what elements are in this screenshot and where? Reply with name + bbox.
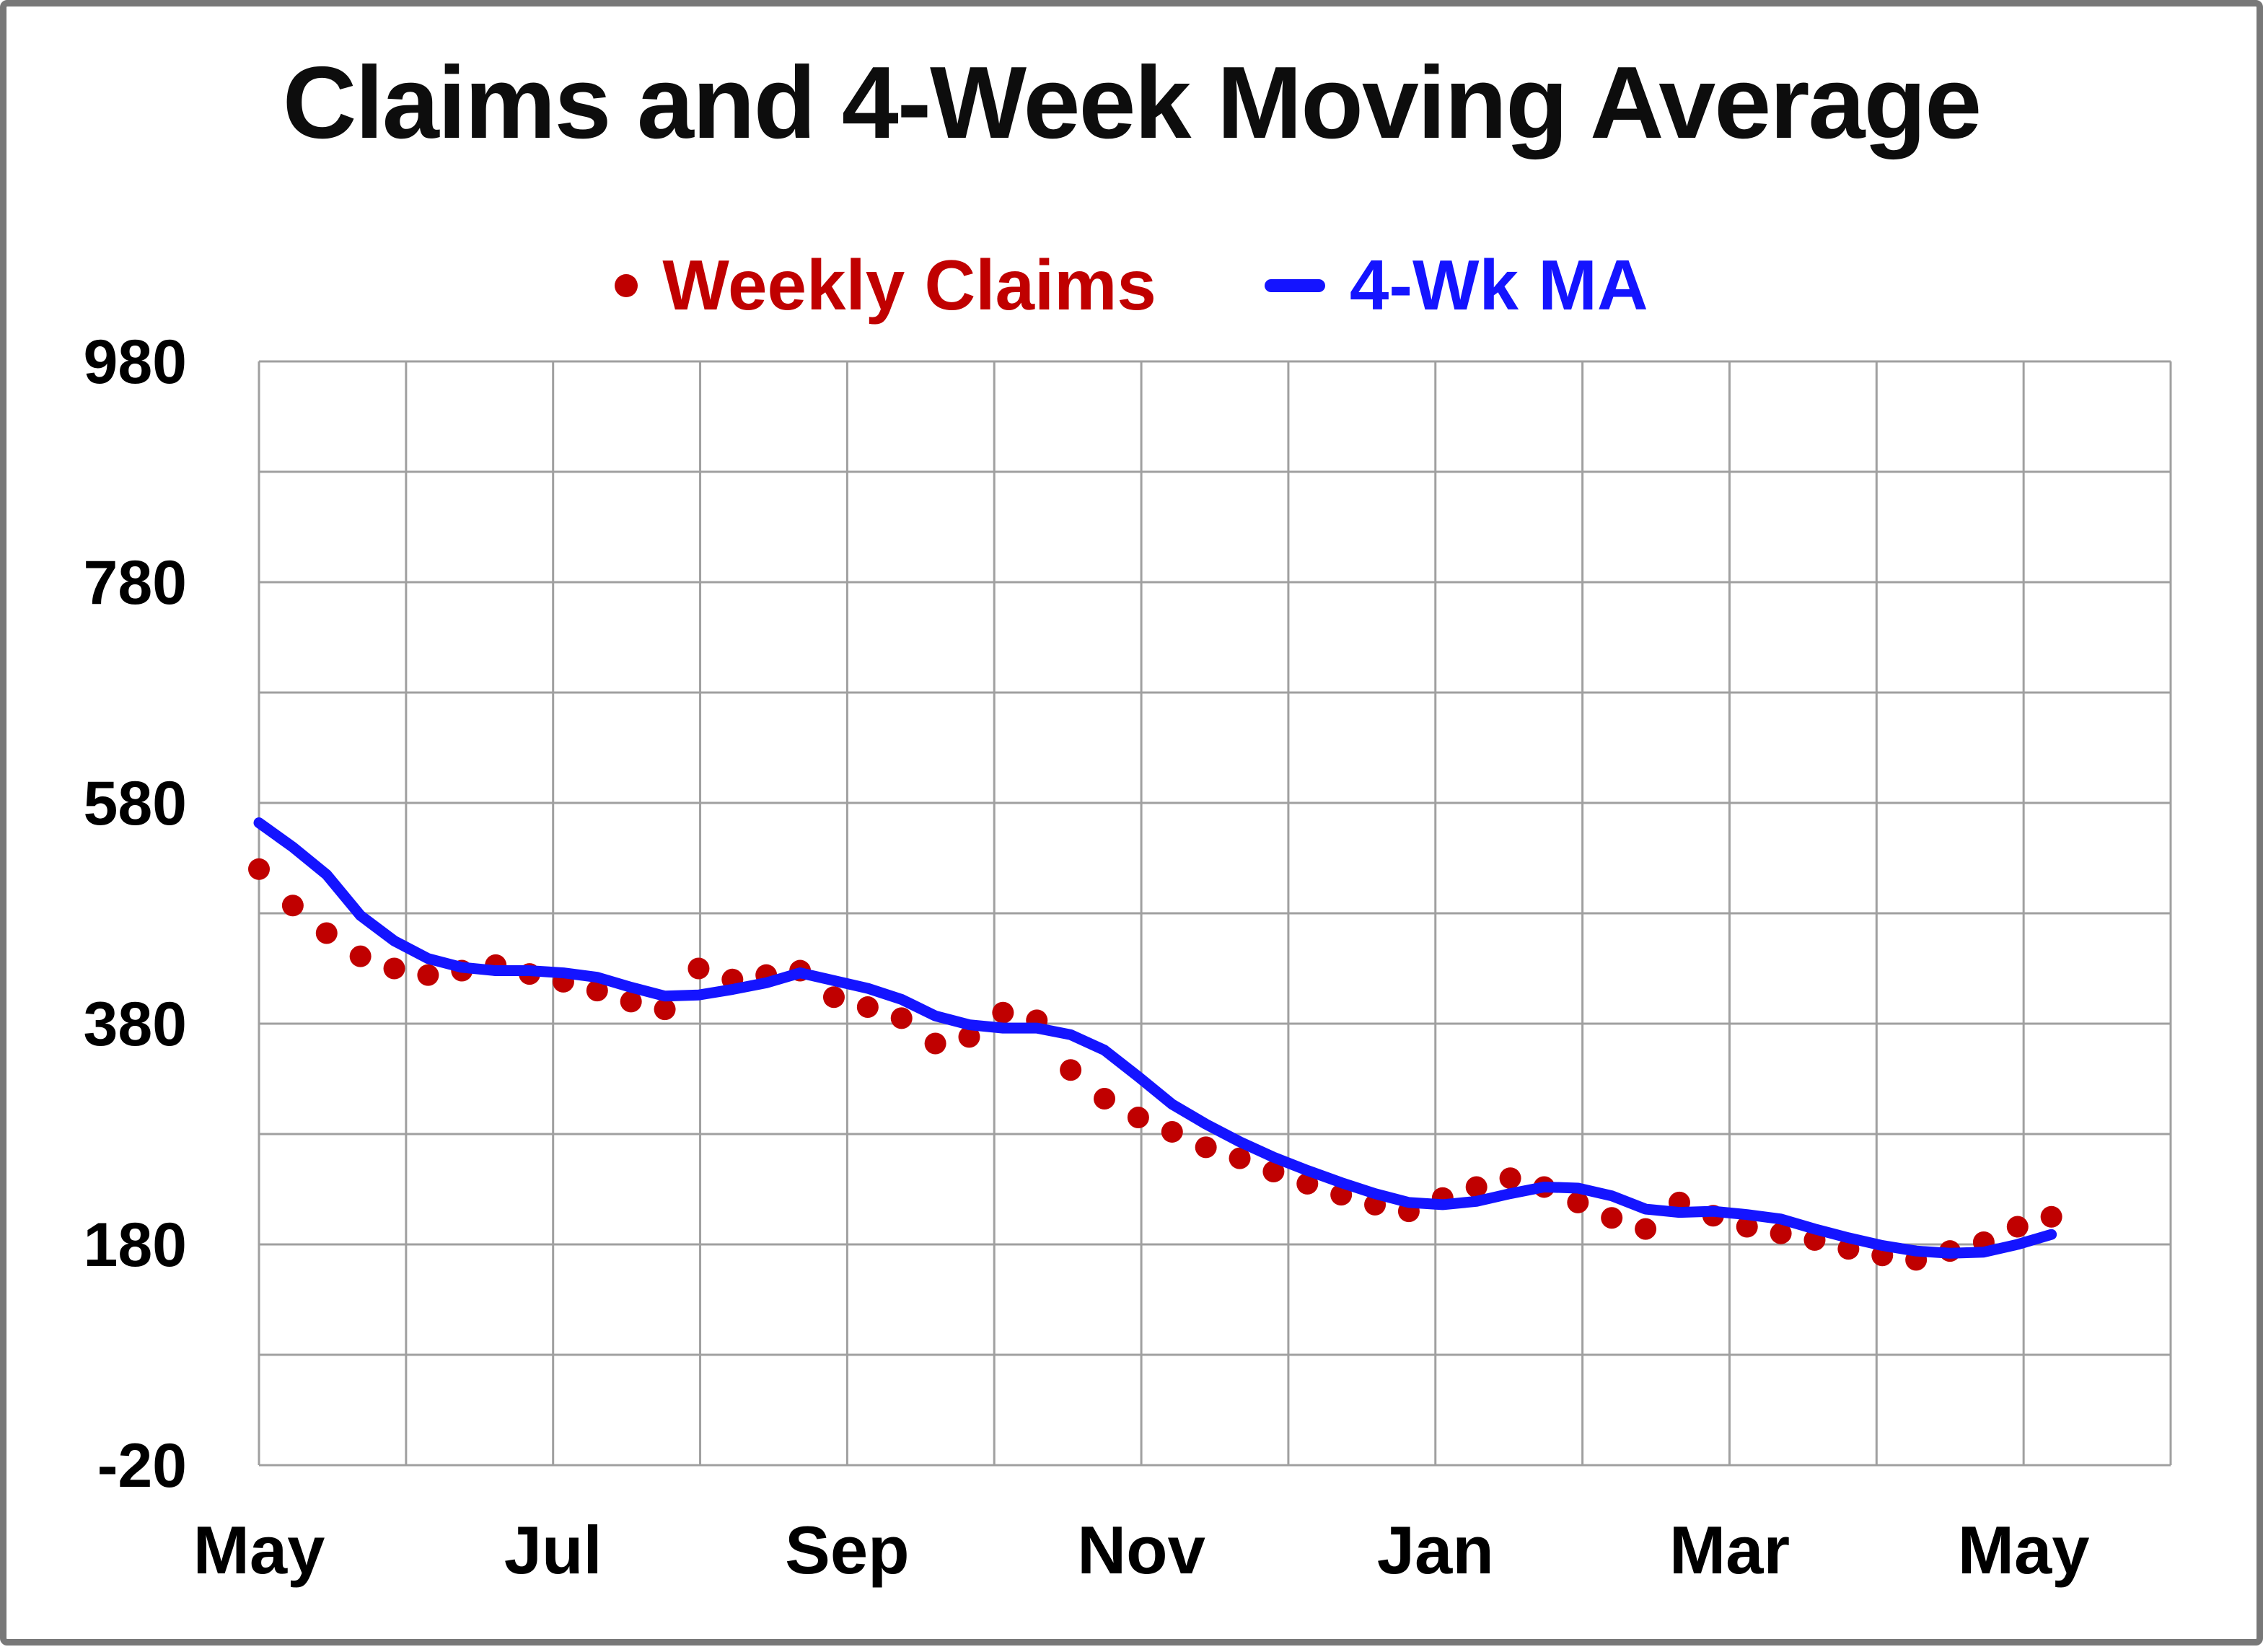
svg-text:580: 580: [84, 769, 188, 838]
svg-text:380: 380: [84, 990, 188, 1059]
svg-text:980: 980: [84, 328, 188, 397]
svg-text:Nov: Nov: [1077, 1512, 1205, 1588]
svg-text:180: 180: [84, 1211, 188, 1280]
svg-text:Sep: Sep: [785, 1512, 909, 1588]
svg-text:Jan: Jan: [1377, 1512, 1494, 1588]
svg-text:Jul: Jul: [504, 1512, 602, 1588]
svg-text:May: May: [193, 1512, 325, 1588]
svg-text:Mar: Mar: [1669, 1512, 1790, 1588]
svg-text:-20: -20: [97, 1431, 187, 1501]
svg-text:780: 780: [84, 548, 188, 618]
svg-text:May: May: [1958, 1512, 2090, 1588]
